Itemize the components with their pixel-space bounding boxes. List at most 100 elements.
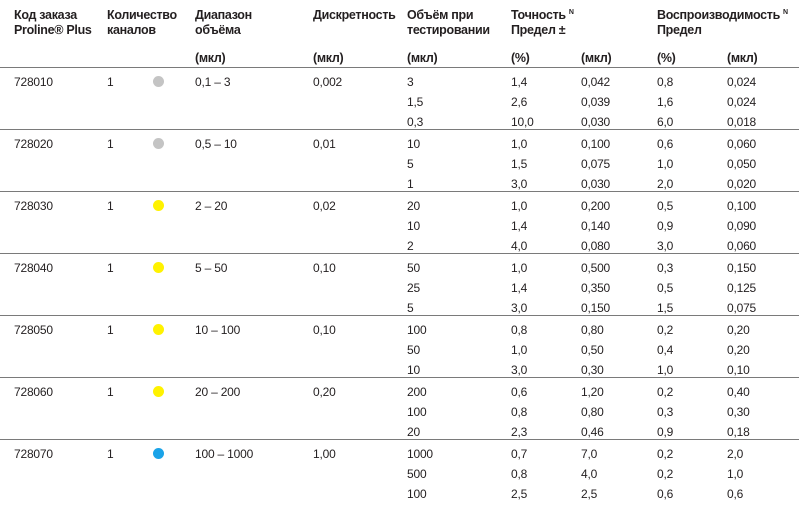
accuracy-percent-value: 0,8 <box>511 323 528 337</box>
increment: 0,01 <box>313 137 336 151</box>
volume-range: 0,1 – 3 <box>195 75 231 89</box>
volume-range: 5 – 50 <box>195 261 228 275</box>
accuracy-ul-value: 1,20 <box>581 385 604 399</box>
test-volume-value: 25 <box>407 281 420 295</box>
color-code-dot <box>153 386 164 397</box>
repro-ul-value: 0,6 <box>727 487 744 501</box>
accuracy-percent-value: 2,6 <box>511 95 528 109</box>
repro-ul-value: 1,0 <box>727 467 744 481</box>
accuracy-ul-value: 0,80 <box>581 323 604 337</box>
repro-ul-column: 0,20 0,20 0,10 <box>727 320 750 380</box>
increment: 0,10 <box>313 261 336 275</box>
repro-ul-column: 0,060 0,050 0,020 <box>727 134 756 194</box>
volume-range: 2 – 20 <box>195 199 228 213</box>
accuracy-percent-value: 2,3 <box>511 425 528 439</box>
repro-ul-value: 0,020 <box>727 177 757 191</box>
channel-count: 1 <box>107 199 114 213</box>
repro-percent-column: 0,6 1,0 2,0 <box>657 134 673 194</box>
table-row: 728060 1 20 – 200 0,20 200 100 20 0,6 0,8 2,3 1,20… <box>0 382 799 444</box>
header-accuracy-pct-unit: (%) <box>511 51 530 65</box>
header-range: Диапазон объёма <box>195 8 252 37</box>
repro-ul-value: 0,060 <box>727 239 757 253</box>
header-increment-unit: (мкл) <box>313 51 344 65</box>
accuracy-percent-value: 3,0 <box>511 363 528 377</box>
accuracy-percent-value: 10,0 <box>511 115 534 129</box>
channel-count: 1 <box>107 323 114 337</box>
repro-ul-column: 0,100 0,090 0,060 <box>727 196 756 256</box>
row-divider <box>0 129 799 130</box>
test-volume-column: 100 50 10 <box>407 320 427 380</box>
header-reproducibility: Воспроизводимость N Предел <box>657 8 788 37</box>
accuracy-percent-value: 0,8 <box>511 467 528 481</box>
order-code: 728050 <box>14 323 53 337</box>
test-volume-value: 100 <box>407 487 427 501</box>
repro-ul-value: 0,075 <box>727 301 757 315</box>
test-volume-value: 1 <box>407 177 414 191</box>
color-code-dot <box>153 448 164 459</box>
increment: 0,20 <box>313 385 336 399</box>
increment: 0,02 <box>313 199 336 213</box>
test-volume-column: 3 1,5 0,3 <box>407 72 423 132</box>
repro-percent-value: 0,5 <box>657 281 674 295</box>
accuracy-ul-value: 0,140 <box>581 219 611 233</box>
accuracy-ul-value: 0,80 <box>581 405 604 419</box>
repro-percent-value: 0,3 <box>657 261 674 275</box>
repro-percent-column: 0,2 0,4 1,0 <box>657 320 673 380</box>
repro-percent-value: 0,2 <box>657 467 674 481</box>
row-divider <box>0 377 799 378</box>
header-order-code: Код заказа Proline® Plus <box>14 8 92 37</box>
accuracy-ul-value: 0,030 <box>581 177 611 191</box>
repro-percent-value: 0,6 <box>657 137 674 151</box>
accuracy-percent-value: 3,0 <box>511 177 528 191</box>
increment: 0,002 <box>313 75 343 89</box>
accuracy-ul-column: 0,500 0,350 0,150 <box>581 258 610 318</box>
header-increment: Дискретность <box>313 8 396 22</box>
header-repro-pct-unit: (%) <box>657 51 676 65</box>
repro-ul-column: 0,024 0,024 0,018 <box>727 72 756 132</box>
table-row: 728050 1 10 – 100 0,10 100 50 10 0,8 1,0 3,0 0,80 0… <box>0 320 799 382</box>
color-code-dot <box>153 76 164 87</box>
accuracy-percent-value: 1,5 <box>511 157 528 171</box>
repro-percent-value: 2,0 <box>657 177 674 191</box>
repro-ul-value: 0,090 <box>727 219 757 233</box>
repro-percent-value: 1,0 <box>657 157 674 171</box>
repro-ul-value: 0,024 <box>727 95 757 109</box>
accuracy-ul-value: 0,50 <box>581 343 604 357</box>
repro-ul-value: 0,30 <box>727 405 750 419</box>
accuracy-ul-column: 0,200 0,140 0,080 <box>581 196 610 256</box>
row-divider <box>0 439 799 440</box>
accuracy-percent-value: 4,0 <box>511 239 528 253</box>
accuracy-ul-value: 0,030 <box>581 115 611 129</box>
accuracy-ul-value: 0,30 <box>581 363 604 377</box>
repro-ul-value: 0,20 <box>727 343 750 357</box>
accuracy-percent-value: 1,4 <box>511 75 528 89</box>
repro-percent-value: 0,2 <box>657 323 674 337</box>
order-code: 728010 <box>14 75 53 89</box>
accuracy-percent-column: 1,0 1,4 3,0 <box>511 258 527 318</box>
test-volume-value: 1000 <box>407 447 433 461</box>
table-header: Код заказа Proline® Plus Количество кана… <box>0 8 799 65</box>
color-code-dot <box>153 262 164 273</box>
repro-ul-value: 0,060 <box>727 137 757 151</box>
accuracy-percent-column: 0,8 1,0 3,0 <box>511 320 527 380</box>
accuracy-ul-value: 2,5 <box>581 487 598 501</box>
accuracy-ul-column: 0,80 0,50 0,30 <box>581 320 604 380</box>
repro-ul-value: 2,0 <box>727 447 744 461</box>
order-code: 728030 <box>14 199 53 213</box>
repro-footnote-mark: N <box>783 9 788 16</box>
accuracy-ul-value: 0,350 <box>581 281 611 295</box>
color-code-dot <box>153 200 164 211</box>
accuracy-percent-column: 0,6 0,8 2,3 <box>511 382 527 442</box>
accuracy-percent-value: 2,5 <box>511 487 528 501</box>
accuracy-percent-column: 0,7 0,8 2,5 <box>511 444 527 504</box>
volume-range: 0,5 – 10 <box>195 137 237 151</box>
header-channels: Количество каналов <box>107 8 177 37</box>
accuracy-percent-value: 1,0 <box>511 199 528 213</box>
accuracy-ul-column: 1,20 0,80 0,46 <box>581 382 604 442</box>
accuracy-ul-value: 0,100 <box>581 137 611 151</box>
repro-percent-value: 1,0 <box>657 363 674 377</box>
repro-percent-value: 0,2 <box>657 447 674 461</box>
repro-percent-column: 0,2 0,3 0,9 <box>657 382 673 442</box>
accuracy-ul-value: 0,500 <box>581 261 611 275</box>
table-row: 728010 1 0,1 – 3 0,002 3 1,5 0,3 1,4 2,6 10,0 0,04… <box>0 72 799 134</box>
